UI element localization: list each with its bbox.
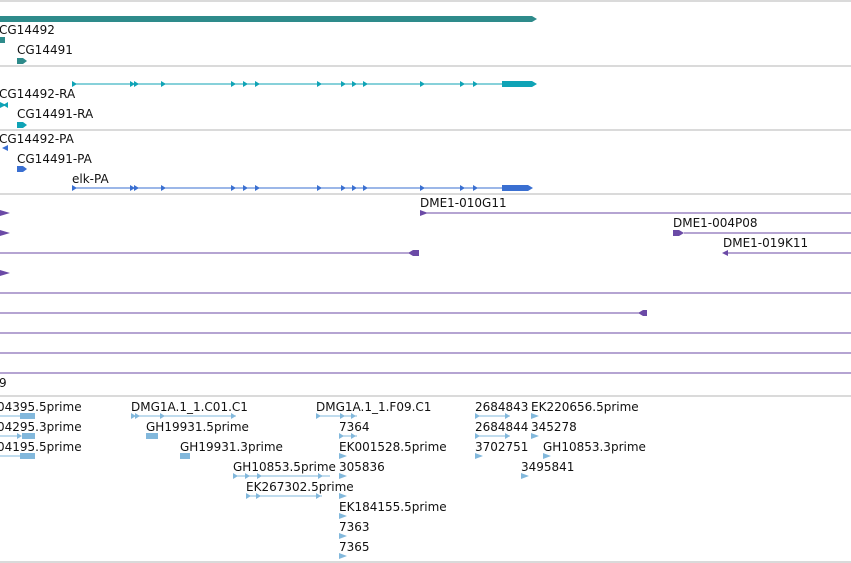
est-label[interactable]: 305836 <box>339 460 385 474</box>
strand-arrow-icon <box>23 122 27 128</box>
est-feature[interactable] <box>339 553 347 559</box>
protein-label[interactable]: CG14492-PA <box>0 132 75 146</box>
gene-feature-elk[interactable] <box>0 16 532 22</box>
strand-arrow-icon <box>23 166 27 172</box>
transcript-label[interactable]: CG14491-RA <box>17 107 94 121</box>
strand-arrow-icon <box>532 16 537 22</box>
est-label[interactable]: GH10853.5prime <box>233 460 336 474</box>
est-exon-markers <box>246 493 321 499</box>
strand-arrow-icon <box>528 185 533 191</box>
protein-label[interactable]: CG14491-PA <box>17 152 93 166</box>
est-feature[interactable] <box>543 453 551 459</box>
est-label[interactable]: 7363 <box>339 520 370 534</box>
est-track: 04395.5prime 04295.3prime 04195.5prime D… <box>0 400 851 563</box>
est-label[interactable]: EK001528.5prime <box>339 440 447 454</box>
transcript-track: CG14492-RA CG14491-RA <box>0 81 851 131</box>
est-feature[interactable] <box>339 473 347 479</box>
protein-exon-markers <box>72 185 478 191</box>
gene-feature[interactable] <box>17 58 23 64</box>
est-label[interactable]: GH19931.3prime <box>180 440 283 454</box>
clone-feature[interactable] <box>413 250 419 256</box>
est-label[interactable]: 3495841 <box>521 460 574 474</box>
est-label[interactable]: 04195.5prime <box>0 440 82 454</box>
est-exon-markers <box>233 473 323 479</box>
gene-feature[interactable] <box>0 37 5 43</box>
protein-feature[interactable] <box>2 145 8 151</box>
est-label[interactable]: 2684843 <box>475 400 528 414</box>
est-label[interactable]: 7365 <box>339 540 370 554</box>
gene-label[interactable]: CG14492 <box>0 23 55 37</box>
clone-label[interactable]: DME1-004P08 <box>673 216 758 230</box>
strand-arrow-icon <box>532 81 537 87</box>
protein-label[interactable]: elk-PA <box>72 172 109 186</box>
clone-feature[interactable] <box>0 230 10 236</box>
clone-label[interactable]: 9 <box>0 376 7 390</box>
est-label[interactable]: 04395.5prime <box>0 400 82 414</box>
clone-label[interactable]: DME1-019K11 <box>723 236 808 250</box>
est-label[interactable]: EK267302.5prime <box>246 480 354 494</box>
est-label[interactable]: 7364 <box>339 420 370 434</box>
est-feature[interactable] <box>475 453 483 459</box>
transcript-exon[interactable] <box>502 81 532 87</box>
est-feature[interactable] <box>339 513 347 519</box>
est-label[interactable]: EK220656.5prime <box>531 400 639 414</box>
gene-track: CG14492 CG14491 <box>0 0 851 67</box>
protein-track: CG14492-PA CG14491-PA elk-PA <box>0 132 851 195</box>
transcript-exon-markers <box>72 81 478 87</box>
clone-feature[interactable] <box>0 210 10 216</box>
est-label[interactable]: 3702751 <box>475 440 528 454</box>
est-feature[interactable] <box>339 453 347 459</box>
est-feature[interactable] <box>180 453 190 459</box>
clone-track: DME1-010G11 DME1-004P08 DME1-019K11 9 <box>0 196 851 397</box>
est-feature[interactable] <box>22 433 35 439</box>
est-exon-markers <box>475 433 510 439</box>
est-label[interactable]: EK184155.5prime <box>339 500 447 514</box>
est-label[interactable]: GH10853.3prime <box>543 440 646 454</box>
strand-arrow-icon <box>638 310 643 316</box>
est-label[interactable]: DMG1A.1_1.F09.C1 <box>316 400 431 414</box>
clone-feature[interactable] <box>673 230 679 236</box>
est-feature[interactable] <box>339 493 347 499</box>
est-label[interactable]: DMG1A.1_1.C01.C1 <box>131 400 248 414</box>
est-label[interactable]: 2684844 <box>475 420 528 434</box>
est-exon-markers <box>339 433 356 439</box>
transcript-feature[interactable] <box>3 102 8 108</box>
protein-feature[interactable] <box>17 166 23 172</box>
est-exon-markers <box>131 413 236 419</box>
est-label[interactable]: GH19931.5prime <box>146 420 249 434</box>
est-feature[interactable] <box>339 533 347 539</box>
est-feature[interactable] <box>20 453 35 459</box>
est-exon-markers <box>316 413 356 419</box>
est-feature[interactable] <box>146 433 158 439</box>
est-feature[interactable] <box>521 473 529 479</box>
est-label[interactable]: 345278 <box>531 420 577 434</box>
clone-feature[interactable] <box>0 270 10 276</box>
clone-feature[interactable] <box>643 310 647 316</box>
strand-arrow-icon <box>17 433 22 439</box>
gene-label[interactable]: CG14491 <box>17 43 73 57</box>
strand-arrow-icon <box>722 250 728 256</box>
clone-label[interactable]: DME1-010G11 <box>420 196 507 210</box>
est-feature[interactable] <box>531 413 539 419</box>
est-feature[interactable] <box>20 413 35 419</box>
strand-arrow-icon <box>679 230 684 236</box>
transcript-label[interactable]: CG14492-RA <box>0 87 76 101</box>
transcript-feature[interactable] <box>17 122 23 128</box>
protein-exon[interactable] <box>502 185 528 191</box>
clone-feature[interactable] <box>420 210 428 216</box>
est-feature[interactable] <box>531 433 539 439</box>
strand-arrow-icon <box>23 58 27 64</box>
est-label[interactable]: 04295.3prime <box>0 420 82 434</box>
strand-arrow-icon <box>408 250 413 256</box>
est-exon-markers <box>475 413 510 419</box>
